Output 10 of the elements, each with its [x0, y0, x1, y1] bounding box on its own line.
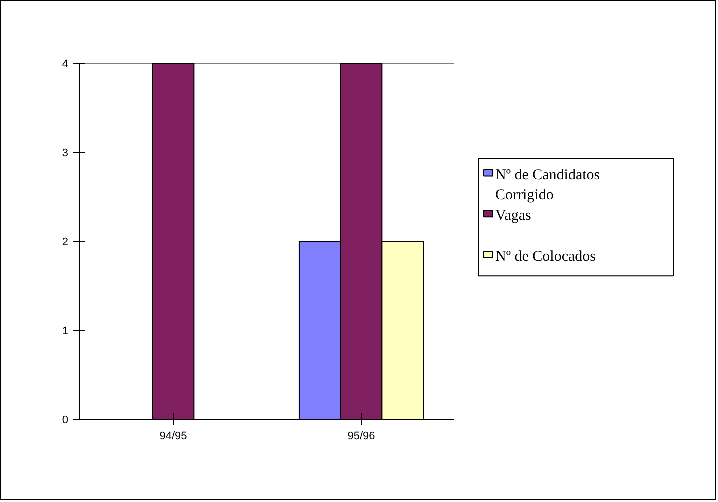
legend-label: Nº de Candidatos Corrigido: [496, 167, 600, 204]
legend-label: Vagas: [496, 208, 532, 224]
x-tick-label: 94/95: [160, 430, 188, 442]
x-tick-label: 95/96: [348, 430, 376, 442]
y-tick-label: 4: [62, 58, 69, 70]
y-tick-label: 1: [62, 326, 69, 338]
y-tick-label: 0: [62, 414, 69, 426]
y-tick-label: 2: [62, 236, 69, 248]
y-tick-label: 3: [62, 148, 69, 160]
legend-label: Nº de Colocados: [496, 248, 596, 265]
